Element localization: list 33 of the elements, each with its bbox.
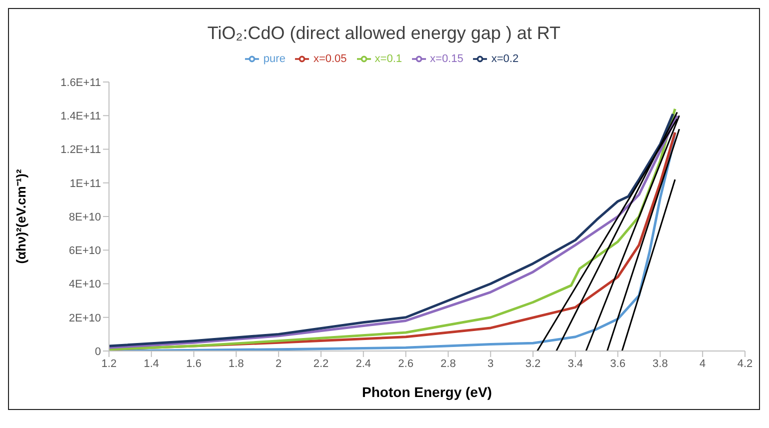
legend-label: x=0.1: [374, 52, 402, 65]
x-tick-label: 1.8: [228, 358, 244, 370]
y-tick-label: 2E+10: [68, 312, 101, 324]
x-tick-label: 3: [488, 358, 494, 370]
legend-label: pure: [263, 52, 286, 65]
x-tick-label: 1.4: [144, 358, 160, 370]
x-tick-label: 4.2: [737, 358, 753, 370]
legend-label: x=0.15: [430, 52, 464, 65]
x-tick-label: 2.4: [356, 358, 372, 370]
legend-label: x=0.2: [491, 52, 519, 65]
y-tick-label: 4E+10: [68, 278, 101, 291]
x-tick-label: 2.2: [313, 358, 329, 370]
x-tick-label: 2.8: [440, 358, 456, 370]
y-tick-label: 1.2E+11: [60, 144, 101, 156]
x-tick-label: 4: [700, 358, 706, 370]
x-tick-label: 3.6: [610, 358, 626, 370]
legend-label: x=0.05: [313, 52, 347, 65]
x-tick-label: 2.6: [398, 358, 414, 370]
y-tick-label: 8E+10: [68, 211, 101, 224]
y-tick-label: 1E+11: [70, 178, 101, 190]
x-tick-label: 1.6: [186, 358, 202, 370]
x-tick-label: 3.8: [652, 358, 668, 370]
x-tick-label: 1.2: [101, 358, 117, 370]
y-tick-label: 0: [94, 346, 101, 358]
x-tick-label: 3.2: [525, 358, 541, 370]
x-tick-label: 2: [276, 358, 282, 370]
y-axis-title: (αhν)²(eV.cm⁻¹)²: [14, 168, 29, 264]
chart-title: TiO₂:CdO (direct allowed energy gap ) at RT: [206, 22, 562, 44]
y-tick-label: 1.6E+11: [60, 76, 101, 89]
x-tick-label: 3.4: [568, 358, 584, 370]
y-tick-label: 6E+10: [68, 245, 101, 258]
x-axis-title: Photon Energy (eV): [362, 384, 492, 400]
y-tick-label: 1.4E+11: [60, 110, 101, 123]
